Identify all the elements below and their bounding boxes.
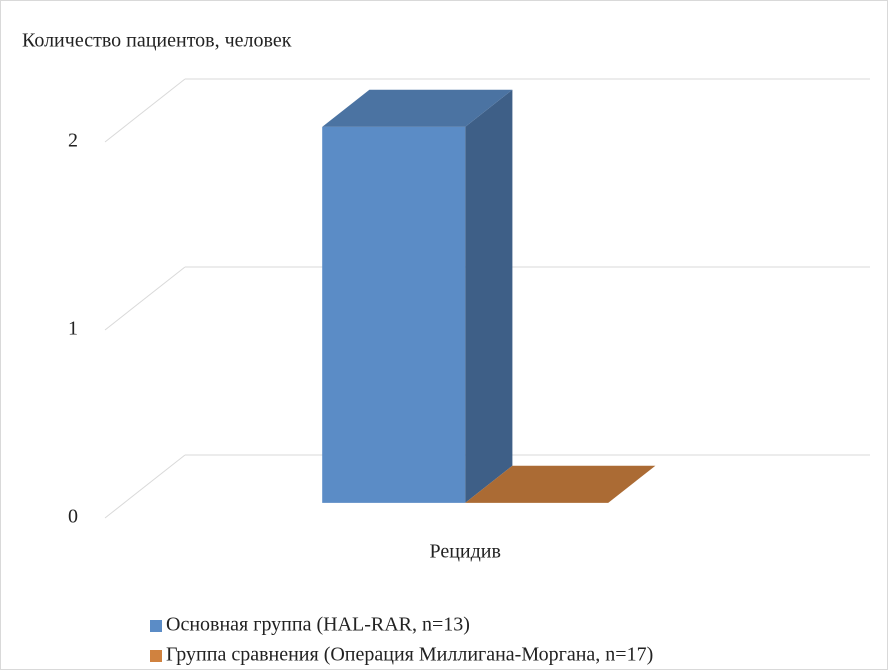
legend-label: Основная группа (HAL-RAR, n=13) — [166, 614, 470, 636]
grid-line — [104, 266, 186, 331]
legend-swatch — [150, 650, 162, 662]
bar-top — [465, 465, 656, 503]
x-tick-label: Рецидив — [429, 541, 500, 563]
bar-front — [322, 126, 466, 503]
bar-side — [465, 89, 513, 503]
legend-swatch — [150, 620, 162, 632]
legend-label: Группа сравнения (Операция Миллигана-Мор… — [166, 644, 653, 666]
axis-title: Количество пациентов, человек — [22, 30, 292, 52]
grid-line — [104, 454, 186, 519]
grid-line — [104, 78, 186, 143]
bar-top — [322, 89, 513, 127]
y-tick-label: 0 — [68, 506, 78, 528]
y-tick-label: 1 — [68, 318, 78, 340]
y-tick-label: 2 — [68, 130, 78, 152]
